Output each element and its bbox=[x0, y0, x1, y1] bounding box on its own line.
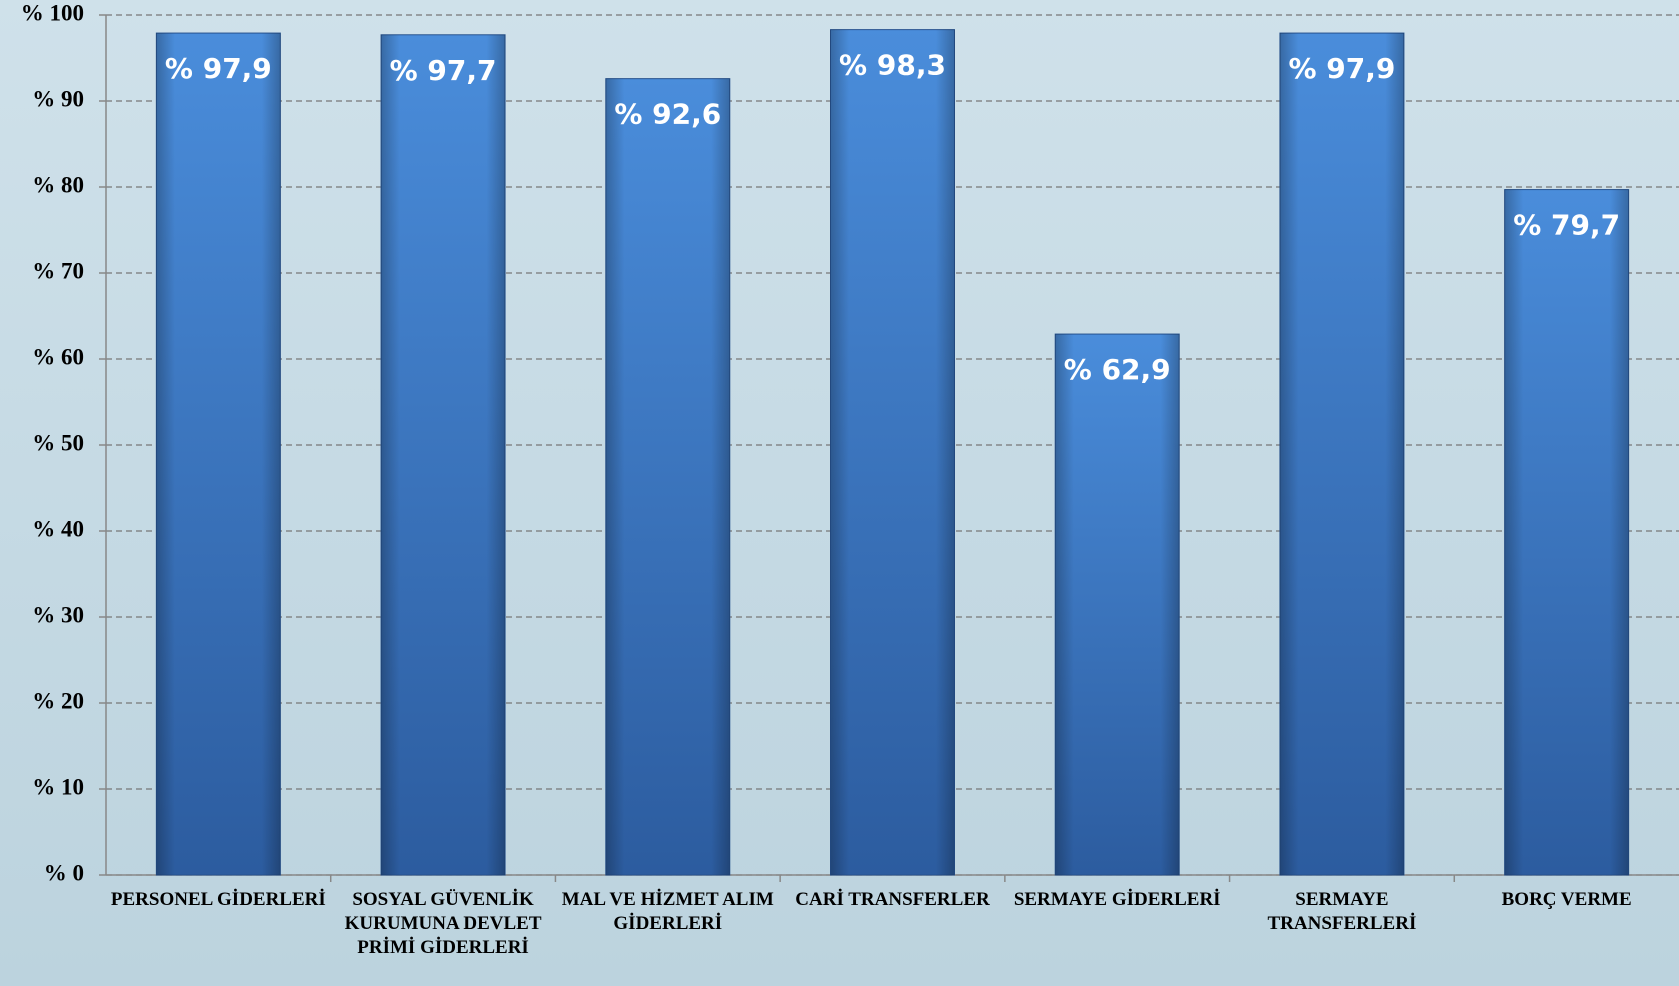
value-label: % 79,7 bbox=[1513, 209, 1620, 242]
bar bbox=[1054, 333, 1180, 876]
bar bbox=[155, 32, 281, 876]
x-tick-label: PERSONEL GİDERLERİ bbox=[110, 889, 326, 910]
y-tick-label: % 70 bbox=[32, 258, 84, 283]
value-label: % 62,9 bbox=[1064, 353, 1171, 386]
x-tick-label: SERMAYE GİDERLERİ bbox=[1013, 889, 1221, 910]
x-tick-label: CARİ TRANSFERLER bbox=[795, 889, 990, 910]
value-label: % 92,6 bbox=[614, 98, 721, 131]
value-label: % 98,3 bbox=[839, 49, 946, 82]
value-label: % 97,7 bbox=[390, 54, 497, 87]
x-tick-label: SERMAYE TRANSFERLERİ bbox=[1267, 889, 1417, 934]
y-tick-label: % 40 bbox=[32, 516, 84, 541]
bar bbox=[605, 78, 731, 876]
x-tick-label: BORÇ VERME bbox=[1501, 889, 1632, 910]
bar bbox=[1504, 189, 1630, 876]
y-tick-label: % 80 bbox=[32, 172, 84, 197]
y-tick-label: % 30 bbox=[32, 602, 84, 627]
x-tick-label: MAL VE HİZMET ALIM GİDERLERİ bbox=[561, 889, 774, 934]
value-label: % 97,9 bbox=[165, 52, 272, 85]
bar bbox=[380, 34, 506, 876]
x-tick-label: SOSYAL GÜVENLİK KURUMUNA DEVLET PRİMİ Gİ… bbox=[344, 889, 542, 958]
value-label: % 97,9 bbox=[1288, 52, 1395, 85]
y-tick-label: % 0 bbox=[44, 860, 84, 885]
y-tick-label: % 10 bbox=[32, 774, 84, 799]
y-tick-label: % 50 bbox=[32, 430, 84, 455]
bar bbox=[830, 29, 955, 876]
y-tick-label: % 90 bbox=[32, 86, 84, 111]
y-tick-label: % 20 bbox=[32, 688, 84, 713]
y-tick-label: % 100 bbox=[21, 0, 84, 25]
bar bbox=[1279, 32, 1405, 876]
y-tick-label: % 60 bbox=[32, 344, 84, 369]
